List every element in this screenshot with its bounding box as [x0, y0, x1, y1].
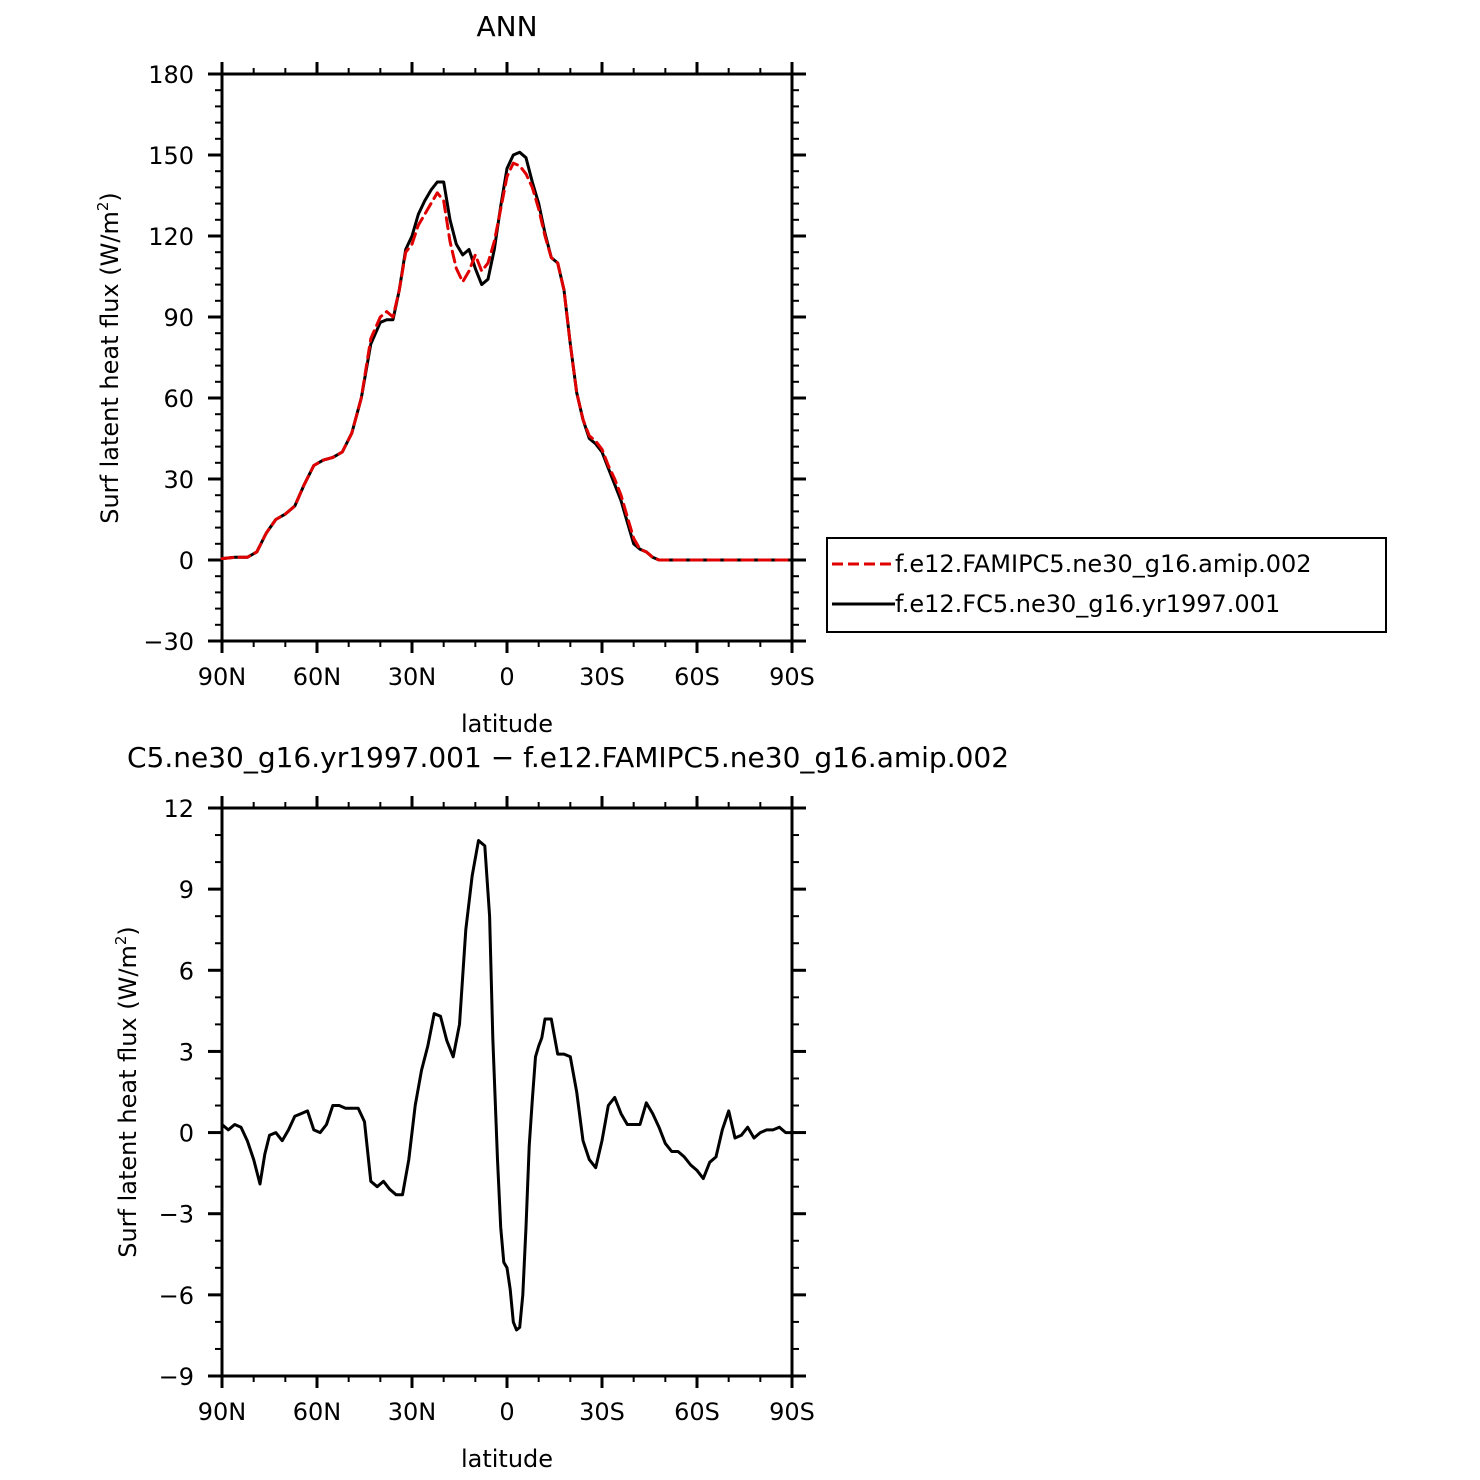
x-tick-label: 30N	[388, 1398, 437, 1426]
top-series-lines	[220, 150, 794, 562]
top-chart-title: ANN	[476, 10, 537, 43]
y-tick-label: 9	[179, 876, 194, 904]
y-tick-label: 150	[148, 142, 194, 170]
top-series-line-0	[220, 161, 794, 562]
bottom-y-axis-label-close: )	[114, 926, 142, 935]
top-y-axis-label-base: Surf latent heat flux (W/m	[96, 211, 124, 524]
top-x-tick-labels: 90N 60N 30N 0 30S 60S 90S	[198, 663, 815, 691]
y-tick-label: 12	[163, 795, 194, 823]
y-tick-label: −6	[159, 1282, 194, 1310]
y-tick-label: 3	[179, 1038, 194, 1066]
y-tick-label: 180	[148, 61, 194, 89]
x-tick-label: 30N	[388, 663, 437, 691]
legend-box	[826, 537, 1387, 633]
legend-label-fc5: f.e12.FC5.ne30_g16.yr1997.001	[895, 590, 1280, 618]
bottom-x-axis-label: latitude	[461, 1445, 553, 1473]
top-chart-panel: ANN 90N 60N 30N 0 30S 60S 90S −30 0 30 60 90 120 150…	[94, 10, 1387, 738]
x-tick-label: 0	[499, 1398, 514, 1426]
bottom-plot-frame	[220, 806, 794, 1378]
y-tick-label: 60	[163, 385, 194, 413]
x-tick-label: 30S	[579, 1398, 625, 1426]
top-axis-ticks	[208, 62, 806, 653]
x-tick-label: 90S	[769, 663, 815, 691]
x-tick-label: 60N	[293, 663, 342, 691]
bottom-chart-panel: C5.ne30_g16.yr1997.001 − f.e12.FAMIPC5.n…	[112, 741, 1009, 1473]
y-tick-label: 30	[163, 466, 194, 494]
bottom-y-axis-label-base: Surf latent heat flux (W/m	[114, 945, 142, 1258]
legend: f.e12.FAMIPC5.ne30_g16.amip.002 f.e12.FC…	[826, 537, 1387, 633]
y-tick-label: 6	[179, 957, 194, 985]
bottom-series-line-0	[220, 839, 794, 1332]
x-tick-label: 60S	[674, 1398, 720, 1426]
bottom-chart-title: C5.ne30_g16.yr1997.001 − f.e12.FAMIPC5.n…	[127, 741, 1009, 774]
x-tick-label: 90N	[198, 663, 247, 691]
x-tick-label: 30S	[579, 663, 625, 691]
y-tick-label: −3	[159, 1201, 194, 1229]
y-tick-label: 0	[179, 547, 194, 575]
bottom-x-tick-labels: 90N 60N 30N 0 30S 60S 90S	[198, 1398, 815, 1426]
y-tick-label: −9	[159, 1363, 194, 1391]
bottom-y-axis-label-superscript: 2	[112, 936, 130, 946]
y-tick-label: 90	[163, 304, 194, 332]
top-y-axis-label-superscript: 2	[94, 202, 112, 212]
x-tick-label: 0	[499, 663, 514, 691]
top-series-line-1	[220, 150, 794, 562]
y-tick-label: −30	[143, 628, 194, 656]
x-tick-label: 90S	[769, 1398, 815, 1426]
top-y-axis-label-close: )	[96, 192, 124, 201]
top-y-axis-label: Surf latent heat flux (W/m2)	[94, 192, 124, 524]
x-tick-label: 60N	[293, 1398, 342, 1426]
top-plot-frame	[220, 72, 794, 643]
y-tick-label: 0	[179, 1120, 194, 1148]
top-x-axis-label: latitude	[461, 710, 553, 738]
top-y-tick-labels: −30 0 30 60 90 120 150 180	[143, 61, 194, 656]
x-tick-label: 90N	[198, 1398, 247, 1426]
bottom-y-axis-label: Surf latent heat flux (W/m2)	[112, 926, 142, 1258]
x-tick-label: 60S	[674, 663, 720, 691]
y-tick-label: 120	[148, 223, 194, 251]
legend-label-amip: f.e12.FAMIPC5.ne30_g16.amip.002	[895, 550, 1312, 578]
bottom-y-tick-labels: −9 −6 −3 0 3 6 9 12	[159, 795, 194, 1391]
bottom-series-lines	[220, 839, 794, 1332]
bottom-axis-ticks	[208, 796, 806, 1388]
